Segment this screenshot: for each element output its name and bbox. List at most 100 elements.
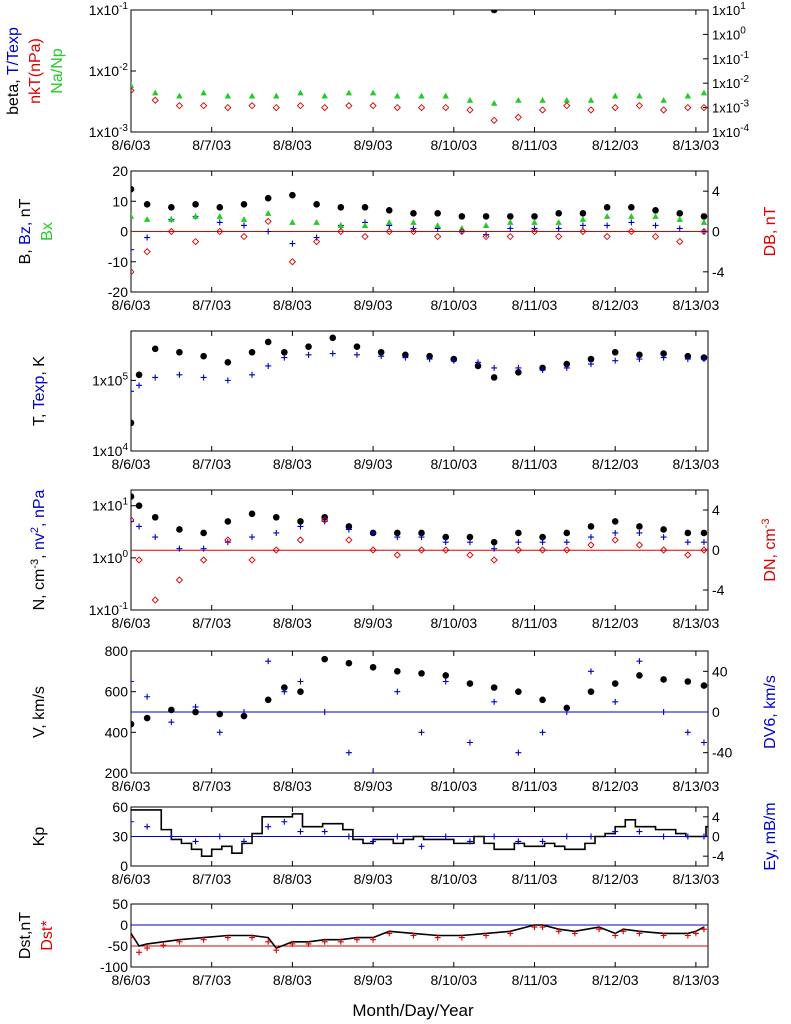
- V-dv6-point-17: [515, 749, 522, 756]
- beta-y2tick-label-5-exponent: 1: [740, 1, 746, 12]
- T-ylabel-part-2: , K: [31, 356, 48, 376]
- V-dv6-point-21: [612, 698, 619, 705]
- V-y2tick-label-0: -40: [712, 745, 732, 761]
- B-xtick-label-6: 8/12/03: [592, 297, 639, 313]
- T-t-point-2: [151, 345, 159, 353]
- beta-nkt-point-5: [248, 102, 256, 110]
- T-texp-point-2: [152, 374, 159, 381]
- V-series-group: [131, 655, 708, 773]
- N-nv2-point-24: [684, 539, 691, 546]
- V-v-point-21: [611, 680, 619, 687]
- T-t-point-23: [636, 351, 643, 359]
- beta-ytick-label-1-mantissa: 1x10: [89, 63, 120, 79]
- V-dv6-point-4: [216, 729, 223, 736]
- T-t-point-12: [377, 348, 385, 356]
- B-b-point-22: [652, 207, 659, 214]
- T-texp-point-9: [305, 351, 312, 358]
- B-ytick-label-3: 10: [112, 193, 128, 209]
- Kp-ey-point-17: [515, 838, 522, 845]
- beta-nkt-point-3: [199, 102, 208, 110]
- N-nv2-point-20: [587, 534, 594, 541]
- B-b-point-8: [313, 200, 320, 208]
- B-bx-point-24: [700, 219, 708, 225]
- T-texp-point-15: [450, 357, 457, 364]
- T-t-point-10: [329, 334, 337, 342]
- B-bx-point-1: [143, 216, 151, 222]
- N-n-point-18: [539, 533, 546, 541]
- T-t-point-18: [515, 369, 522, 376]
- T-texp-point-6: [249, 371, 256, 378]
- Kp-xtick-label-7: 8/13/03: [673, 871, 720, 887]
- B-db-point-9: [337, 227, 345, 236]
- B-bx-point-11: [386, 219, 393, 225]
- beta-nanp-point-12: [418, 92, 425, 99]
- N-xtick-label-1: 8/7/03: [192, 615, 231, 631]
- B-y2tick-label-2: 4: [712, 183, 720, 199]
- N-nv2-point-2: [152, 534, 159, 541]
- B-bx-point-23: [676, 216, 683, 222]
- Dst-xtick-label-5: 8/11/03: [512, 972, 558, 988]
- Dst-ytick-label-0: -100: [100, 959, 128, 975]
- T-texp-point-20: [563, 364, 570, 371]
- beta-nanp-point-14: [466, 96, 474, 103]
- T-t-point-21: [587, 355, 595, 363]
- B-db-point-23: [676, 237, 684, 246]
- T-ytick-label-0-mantissa: 1x10: [92, 443, 123, 459]
- Kp-ey-point-19: [563, 833, 570, 840]
- beta-nkt-point-18: [563, 102, 571, 110]
- beta-y2tick-label-1-mantissa: 1x10: [712, 101, 740, 116]
- B-db-point-11: [385, 227, 393, 236]
- V-y2tick-label-1: 0: [712, 704, 720, 720]
- beta-nkt-point-0: [131, 86, 135, 95]
- V-ytick-label-0: 200: [105, 765, 129, 781]
- V-dv6-point-8: [297, 678, 304, 685]
- Kp-xtick-label-5: 8/11/03: [512, 871, 558, 887]
- V-dv6-point-9: [321, 709, 328, 715]
- T-xtick-label-3: 8/9/03: [354, 456, 393, 472]
- V-dv6-point-24: [684, 729, 691, 736]
- V-xtick-label-2: 8/8/03: [273, 778, 312, 794]
- V-v-point-9: [321, 655, 328, 663]
- T-texp-point-0: [131, 388, 134, 395]
- B-db-point-6: [264, 217, 272, 226]
- N-ytick-label-0-exponent: -1: [119, 601, 128, 612]
- beta-beta-point-15: [490, 10, 498, 14]
- N-xtick-label-6: 8/12/03: [592, 615, 639, 631]
- N-dn-point-16: [490, 556, 498, 564]
- V-v-point-22: [636, 672, 643, 679]
- Kp-xtick-label-4: 8/10/03: [430, 871, 477, 887]
- B-db-point-5: [240, 232, 248, 241]
- B-bz-point-18: [555, 225, 562, 232]
- T-texp-point-16: [475, 359, 482, 366]
- Dst-xtick-label-6: 8/12/03: [592, 972, 639, 988]
- T-texp-point-22: [612, 357, 619, 364]
- N-right-label-part-0: DN, cm: [762, 528, 779, 581]
- Dst-dst-point-13: [337, 938, 344, 945]
- Dst-dst-line: [131, 924, 705, 950]
- T-texp-point-13: [402, 354, 409, 361]
- T-texp-point-26: [700, 356, 707, 363]
- Kp-ey-point-8: [297, 828, 304, 835]
- N-n-point-2: [151, 513, 159, 521]
- N-dn-point-5: [224, 536, 232, 544]
- Kp-ylabel-part-0: Kp: [31, 827, 48, 847]
- T-t-point-4: [200, 352, 207, 360]
- beta-y2tick-label-2-exponent: -2: [740, 74, 749, 85]
- B-y2tick-label-0: -4: [712, 264, 725, 280]
- B-bz-point-23: [676, 225, 683, 232]
- B-ytick-label-4: 20: [112, 163, 128, 179]
- Dst-dst-point-0: [131, 934, 134, 941]
- N-n-point-19: [563, 529, 571, 537]
- beta-ytick-label-1-exponent: -2: [119, 62, 128, 73]
- Dst-plot-frame: [130, 903, 709, 968]
- N-ylabel: N, cm-3, nv2, nPa: [29, 489, 48, 610]
- V-v-point-7: [281, 684, 288, 691]
- V-v-point-11: [369, 663, 377, 671]
- Dst-dst-point-20: [483, 932, 490, 939]
- Kp-ytick-label-1: 30: [112, 829, 128, 845]
- B-bx-point-6: [264, 210, 272, 216]
- Kp-ytick-label-2: 60: [112, 799, 128, 815]
- beta-nkt-point-24: [700, 103, 708, 112]
- N-y2tick-label-0: -4: [712, 582, 725, 598]
- N-dn-point-10: [345, 536, 353, 544]
